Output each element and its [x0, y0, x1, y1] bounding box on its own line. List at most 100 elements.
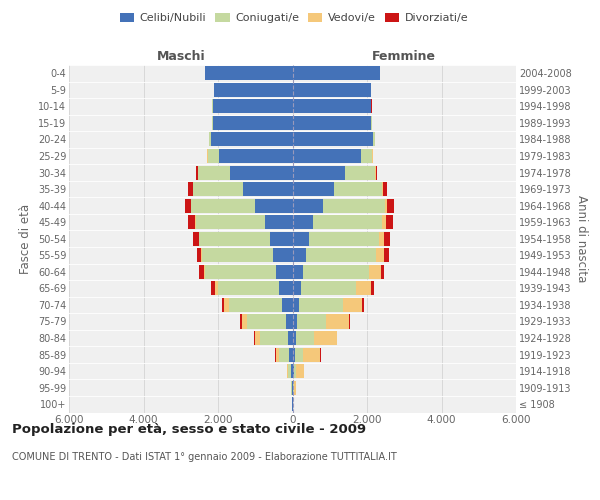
Bar [213, 100, 293, 114]
Bar [334, 182, 382, 196]
Bar [293, 282, 301, 296]
Bar [301, 282, 356, 296]
Bar [196, 215, 265, 229]
Bar [213, 116, 293, 130]
Bar [302, 348, 320, 362]
Text: Popolazione per età, sesso e stato civile - 2009: Popolazione per età, sesso e stato civil… [12, 422, 366, 436]
Bar [370, 265, 381, 279]
Bar [230, 166, 293, 179]
Bar [273, 248, 293, 262]
Bar [290, 364, 293, 378]
Bar [218, 282, 280, 296]
Bar [326, 314, 349, 328]
Bar [309, 232, 379, 246]
Bar [293, 298, 299, 312]
Bar [297, 314, 326, 328]
Text: Maschi: Maschi [157, 50, 205, 62]
Bar [265, 215, 293, 229]
Bar [296, 331, 314, 345]
Bar [291, 380, 292, 394]
Bar [293, 116, 371, 130]
Bar [222, 298, 224, 312]
Bar [293, 66, 380, 80]
Bar [247, 314, 286, 328]
Bar [191, 198, 254, 212]
Bar [244, 182, 293, 196]
Bar [385, 198, 386, 212]
Bar [279, 348, 289, 362]
Bar [293, 314, 297, 328]
Bar [197, 248, 202, 262]
Bar [293, 265, 303, 279]
Bar [188, 215, 195, 229]
Bar [215, 282, 218, 296]
Bar [293, 248, 306, 262]
Bar [299, 298, 343, 312]
Bar [224, 298, 229, 312]
Bar [208, 149, 219, 163]
Bar [293, 331, 296, 345]
Bar [188, 182, 193, 196]
Bar [293, 198, 323, 212]
Text: Femmine: Femmine [372, 50, 436, 62]
Bar [240, 314, 242, 328]
Bar [254, 331, 255, 345]
Bar [289, 348, 293, 362]
Bar [293, 83, 371, 97]
Bar [255, 331, 260, 345]
Bar [296, 364, 304, 378]
Bar [293, 364, 294, 378]
Bar [211, 132, 293, 146]
Bar [376, 166, 377, 179]
Bar [205, 66, 293, 80]
Bar [293, 166, 345, 179]
Bar [386, 198, 394, 212]
Bar [199, 232, 270, 246]
Bar [292, 380, 293, 394]
Bar [196, 166, 198, 179]
Bar [386, 215, 393, 229]
Bar [371, 282, 374, 296]
Bar [376, 248, 384, 262]
Bar [294, 380, 296, 394]
Bar [294, 364, 296, 378]
Bar [280, 282, 293, 296]
Bar [229, 298, 283, 312]
Bar [293, 182, 334, 196]
Bar [260, 331, 287, 345]
Bar [254, 198, 293, 212]
Bar [349, 314, 350, 328]
Bar [276, 348, 279, 362]
Bar [293, 348, 295, 362]
Bar [345, 166, 376, 179]
Bar [293, 232, 309, 246]
Bar [293, 149, 361, 163]
Legend: Celibi/Nubili, Coniugati/e, Vedovi/e, Divorziati/e: Celibi/Nubili, Coniugati/e, Vedovi/e, Di… [115, 8, 473, 28]
Bar [283, 298, 293, 312]
Bar [303, 265, 370, 279]
Bar [276, 265, 293, 279]
Bar [287, 364, 288, 378]
Bar [323, 198, 385, 212]
Bar [193, 182, 244, 196]
Bar [202, 248, 273, 262]
Bar [343, 298, 362, 312]
Bar [214, 83, 293, 97]
Bar [362, 298, 364, 312]
Bar [211, 282, 215, 296]
Bar [295, 348, 302, 362]
Bar [356, 282, 371, 296]
Y-axis label: Anni di nascita: Anni di nascita [575, 195, 588, 282]
Bar [373, 132, 375, 146]
Bar [219, 149, 293, 163]
Bar [361, 149, 373, 163]
Bar [193, 232, 199, 246]
Bar [383, 182, 387, 196]
Bar [198, 166, 230, 179]
Bar [288, 364, 290, 378]
Bar [205, 265, 276, 279]
Bar [293, 132, 373, 146]
Bar [242, 314, 247, 328]
Bar [379, 232, 384, 246]
Bar [384, 232, 390, 246]
